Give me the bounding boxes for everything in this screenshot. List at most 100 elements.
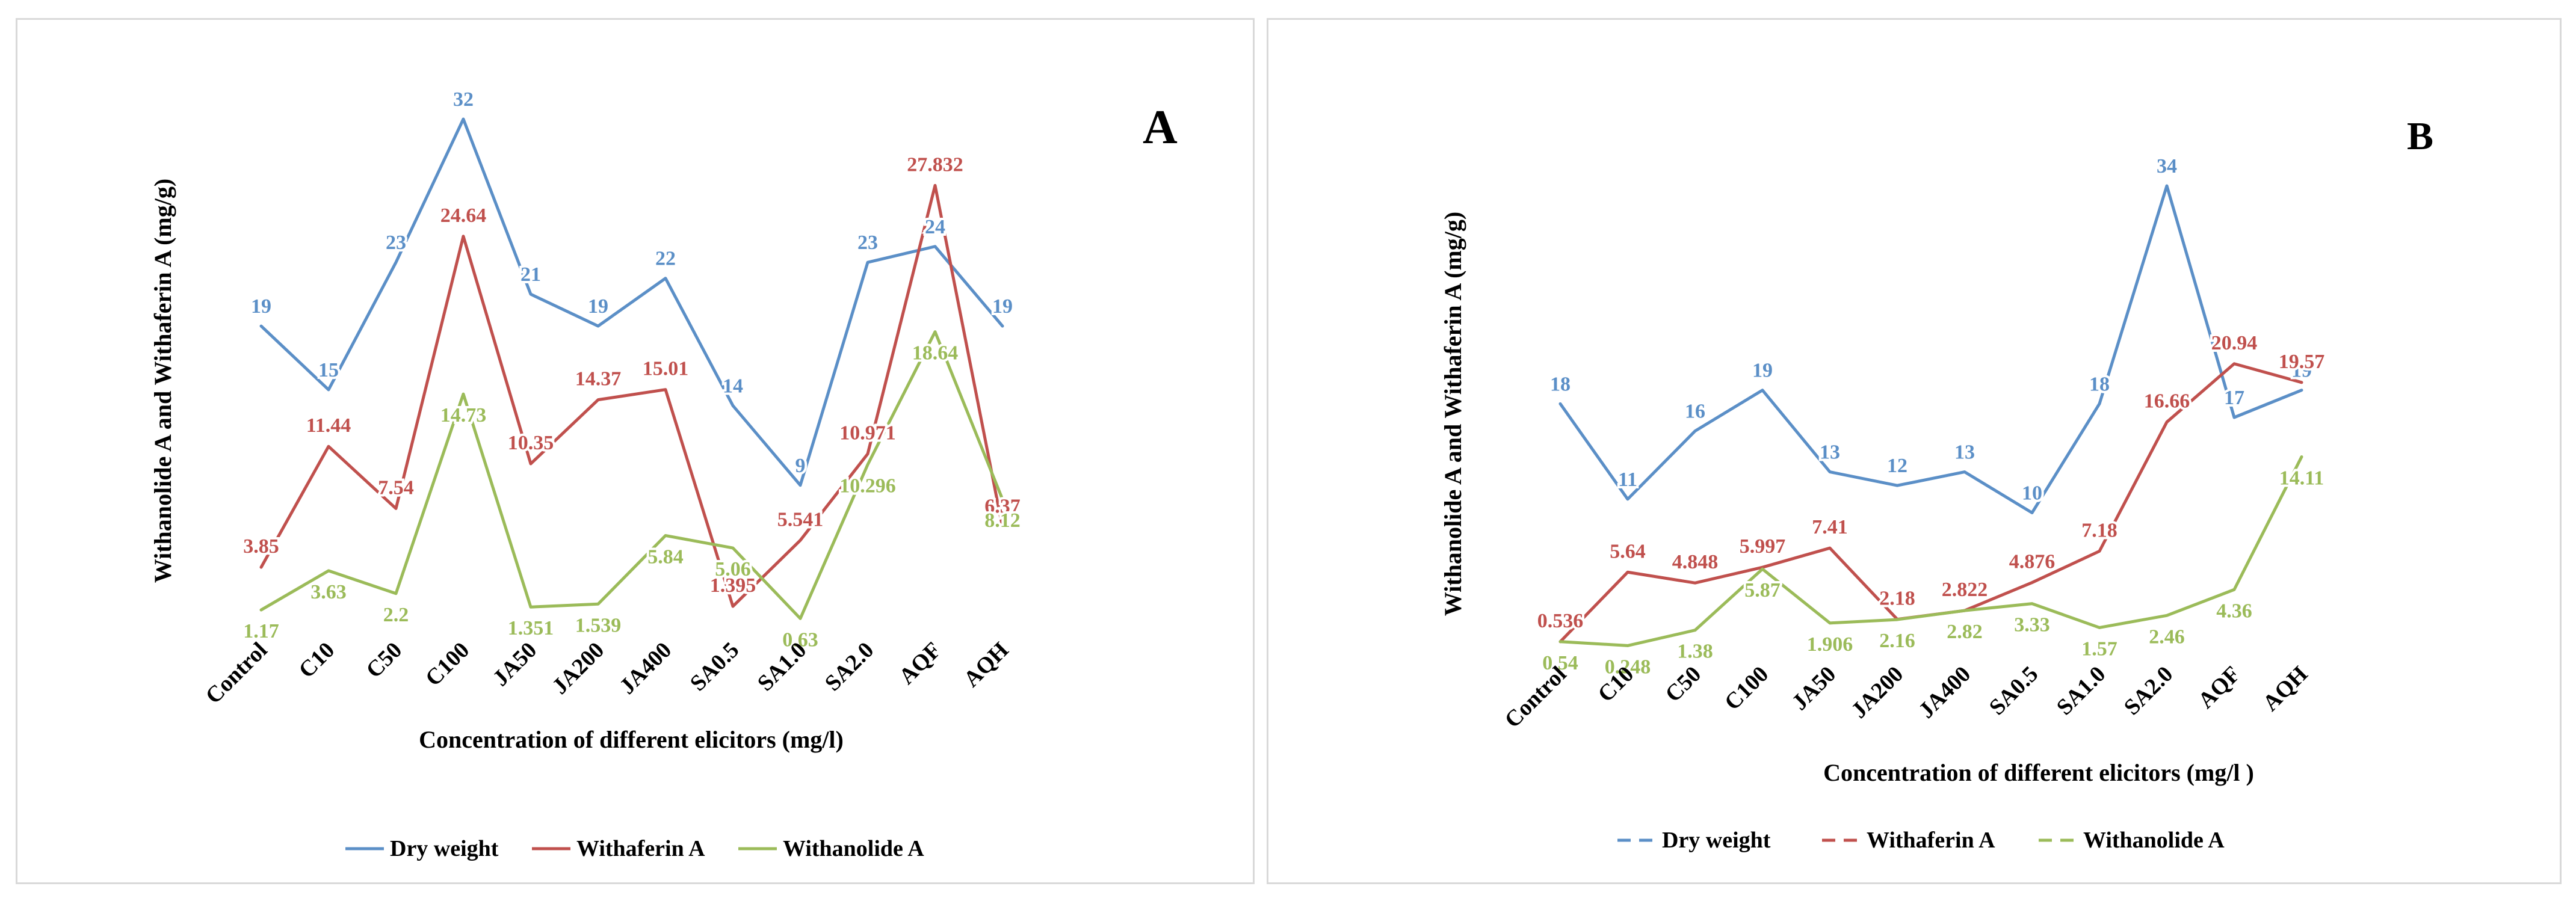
data-label-halo: 12 [1887, 455, 1907, 477]
data-label-halo: 18 [2089, 373, 2110, 395]
data-label: 23 [386, 232, 406, 254]
legend: Dry weight Withaferin A Withanolide A [345, 836, 924, 861]
data-label-halo: 4.848 [1672, 551, 1719, 573]
data-label: 23 [857, 232, 878, 254]
data-label-halo: 1.351 [508, 617, 554, 639]
data-label-halo: 2.82 [1947, 621, 1983, 643]
data-label: 3.85 [243, 535, 279, 558]
data-label: 5.64 [1610, 540, 1646, 562]
data-label-halo: 34 [2157, 155, 2177, 177]
data-label-halo: 19 [588, 295, 608, 318]
data-label-halo: 13 [1820, 441, 1840, 464]
data-label: 7.18 [2081, 519, 2117, 541]
data-label: 19 [251, 295, 271, 318]
data-label: 1.57 [2081, 638, 2117, 660]
data-label-halo: 21 [520, 263, 541, 286]
data-label-halo: 2.16 [1879, 630, 1915, 652]
data-label: 13 [1820, 441, 1840, 464]
data-label-halo: 9 [795, 455, 806, 477]
x-tick-label: JA400 [615, 638, 677, 700]
x-tick-label: JA400 [1914, 662, 1976, 724]
data-label-halo: 14.11 [2279, 467, 2324, 489]
chart-panel-b: B Withanolide A and Withaferin A (mg/g) … [1267, 18, 2562, 884]
data-label-halo: 5.84 [647, 546, 684, 568]
data-label: 24.64 [440, 205, 487, 227]
x-axis-title: Concentration of different elicitors (mg… [1823, 759, 2254, 786]
data-label: 1.17 [243, 620, 279, 642]
data-label-halo: 3.63 [310, 581, 347, 603]
x-tick-label: C100 [421, 638, 474, 691]
data-label: 10 [2022, 482, 2042, 505]
data-label-halo: 19 [251, 295, 271, 318]
data-label-halo: 18 [1550, 373, 1571, 395]
data-label: 9 [795, 455, 806, 477]
data-label: 0.536 [1537, 610, 1584, 632]
legend-label: Dry weight [390, 836, 499, 861]
series-line-withaferin-a [259, 183, 1004, 608]
data-label-halo: 0.63 [782, 629, 818, 651]
x-tick-label: Control [1500, 662, 1572, 733]
data-label-halo: 2.822 [1942, 579, 1988, 601]
data-label: 1.539 [575, 614, 622, 636]
data-label-halo: 1.57 [2081, 638, 2117, 660]
series-line-withaferin-a [1558, 362, 2303, 644]
data-label: 14.11 [2279, 467, 2324, 489]
x-tick-label: C50 [361, 638, 407, 683]
data-label-halo: 2.2 [383, 604, 409, 626]
data-label: 2.2 [383, 604, 409, 626]
data-label: 2.46 [2149, 626, 2185, 648]
data-label: 19.57 [2279, 351, 2325, 373]
x-tick-label: AQF [2193, 662, 2245, 713]
data-label: 24 [925, 216, 945, 238]
data-label-halo: 15.01 [643, 358, 689, 380]
data-label: 3.33 [2014, 614, 2050, 636]
data-label-halo: 5.64 [1610, 540, 1646, 562]
data-label: 15.01 [643, 358, 689, 380]
data-label-halo: 5.541 [777, 508, 824, 530]
data-label: 5.84 [647, 546, 684, 568]
data-label-halo: 16.66 [2144, 390, 2190, 413]
data-label-halo: 19 [992, 295, 1013, 318]
data-label: 7.54 [378, 476, 414, 499]
legend-label: Withaferin A [1867, 828, 1995, 853]
data-label: 4.36 [2216, 600, 2252, 622]
panel-letter-a: A [1143, 101, 1178, 154]
data-label-halo: 7.41 [1812, 516, 1848, 538]
series-line-dry-weight [259, 117, 1004, 487]
legend-label: Withanolide A [2083, 828, 2225, 853]
data-label: 4.876 [2009, 551, 2056, 573]
data-label-halo: 15 [318, 359, 339, 381]
legend-label: Withanolide A [783, 836, 924, 861]
data-label: 27.832 [907, 153, 963, 176]
data-label-halo: 5.06 [715, 558, 751, 580]
data-label: 16.66 [2144, 390, 2190, 413]
x-tick-label: AQH [2258, 662, 2312, 716]
data-label: 19 [992, 295, 1013, 318]
data-label: 5.997 [1740, 535, 1786, 558]
data-label-halo: 4.36 [2216, 600, 2252, 622]
y-axis-title: Withanolide A and Withaferin A (mg/g) [1439, 212, 1466, 616]
data-label-halo: 0.248 [1605, 656, 1651, 678]
data-label-halo: 0.54 [1542, 652, 1578, 674]
data-label-halo: 7.54 [378, 476, 414, 499]
data-label: 14.73 [440, 404, 487, 426]
data-label: 2.16 [1879, 630, 1915, 652]
data-label-halo: 23 [386, 232, 406, 254]
plot-area: 1818111116161919131312121313101018183434… [1535, 153, 2327, 680]
data-label: 12 [1887, 455, 1907, 477]
data-label: 14 [723, 375, 743, 397]
data-label-halo: 1.539 [575, 614, 622, 636]
data-label-halo: 16 [1685, 401, 1705, 423]
data-label: 19 [1752, 360, 1773, 382]
data-label-halo: 1.17 [243, 620, 279, 642]
x-tick-label: C10 [294, 638, 339, 683]
data-label: 11 [1618, 469, 1637, 491]
x-tick-label: SA2.0 [820, 638, 879, 697]
data-label-halo: 0.536 [1537, 610, 1584, 632]
x-ticks: Control C10 C50 C100 JA50 JA200 JA400 SA0.5 SA1.… [201, 638, 1014, 709]
x-ticks: Control C10 C50 C100 JA50 JA200 JA400 SA0.5 SA1.… [1500, 662, 2313, 733]
data-label: 0.248 [1605, 656, 1651, 678]
data-label-halo: 24.64 [440, 205, 487, 227]
data-label: 19 [2291, 360, 2312, 382]
data-label: 10.35 [508, 432, 554, 454]
